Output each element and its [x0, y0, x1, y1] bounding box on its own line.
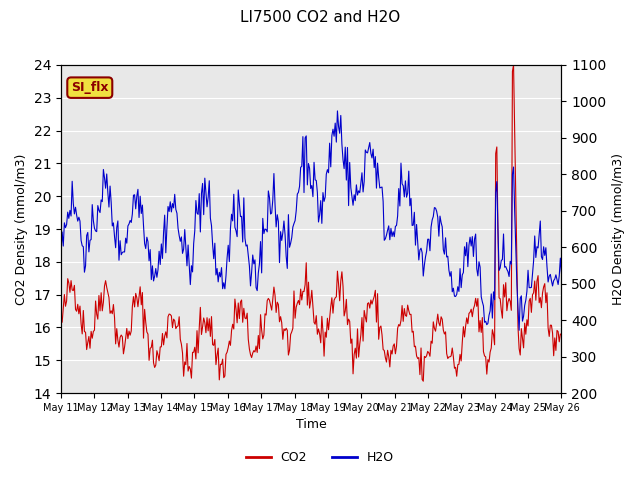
Text: LI7500 CO2 and H2O: LI7500 CO2 and H2O	[240, 10, 400, 24]
Text: SI_flx: SI_flx	[71, 81, 109, 94]
Legend: CO2, H2O: CO2, H2O	[241, 446, 399, 469]
Y-axis label: CO2 Density (mmol/m3): CO2 Density (mmol/m3)	[15, 153, 28, 305]
X-axis label: Time: Time	[296, 419, 326, 432]
Y-axis label: H2O Density (mmol/m3): H2O Density (mmol/m3)	[612, 153, 625, 305]
